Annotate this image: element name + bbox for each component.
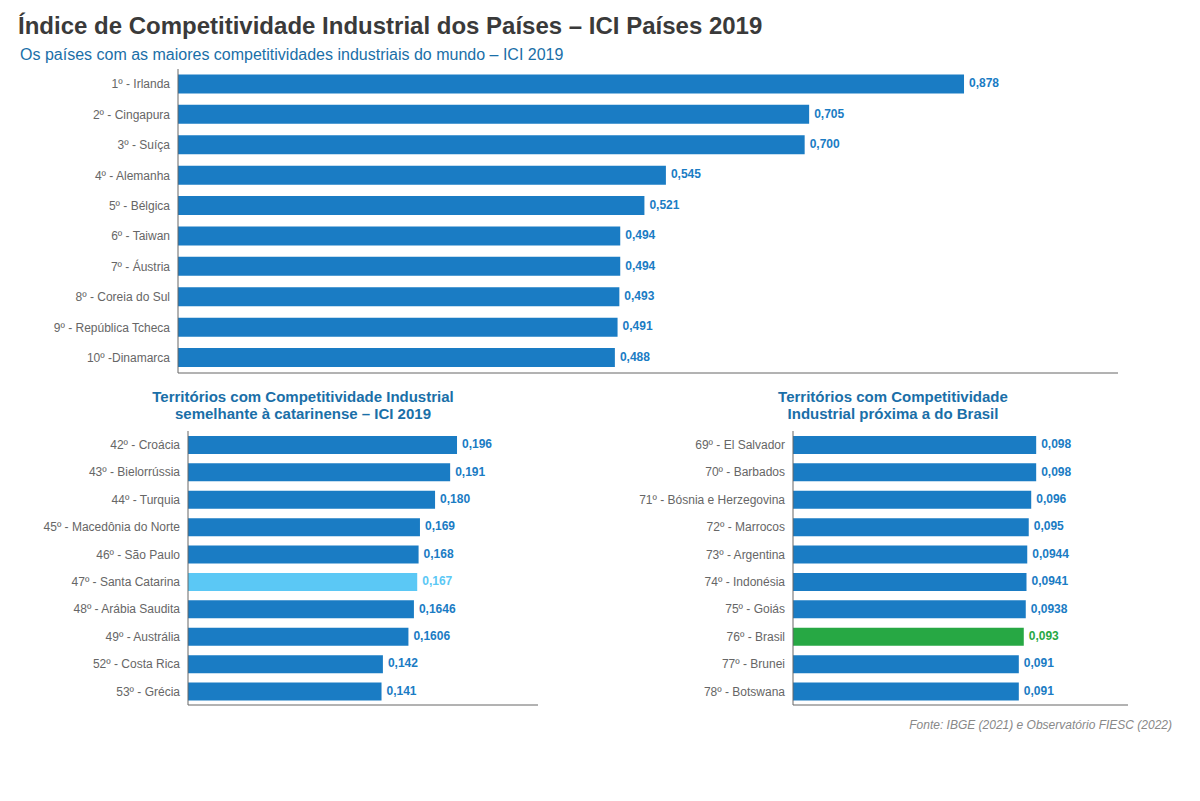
svg-text:6º - Taiwan: 6º - Taiwan — [111, 229, 170, 243]
html-text:Fonte: IBGE (2021) e Observató: Fonte: IBGE (2021) e Observatório FIESC … — [909, 718, 1172, 732]
svg-text:53º - Grécia: 53º - Grécia — [116, 685, 180, 699]
svg-text:0,488: 0,488 — [620, 350, 650, 364]
svg-text:4º - Alemanha: 4º - Alemanha — [95, 169, 170, 183]
html-text:Os países com as maiores compe: Os países com as maiores competitividade… — [20, 46, 564, 63]
svg-text:0,0938: 0,0938 — [1031, 602, 1068, 616]
svg-text:69º - El Salvador: 69º - El Salvador — [695, 438, 785, 452]
svg-text:3º - Suíça: 3º - Suíça — [118, 138, 171, 152]
svg-text:0,191: 0,191 — [455, 465, 485, 479]
svg-text:77º - Brunei: 77º - Brunei — [722, 657, 785, 671]
svg-text:8º - Coreia do Sul: 8º - Coreia do Sul — [76, 290, 170, 304]
svg-text:71º - Bósnia e Herzegovina: 71º - Bósnia e Herzegovina — [639, 493, 785, 507]
svg-text:72º - Marrocos: 72º - Marrocos — [707, 520, 785, 534]
svg-text:7º - Áustria: 7º - Áustria — [111, 259, 170, 274]
svg-text:2º - Cingapura: 2º - Cingapura — [93, 108, 170, 122]
svg-text:0,168: 0,168 — [424, 547, 454, 561]
svg-text:76º - Brasil: 76º - Brasil — [727, 630, 785, 644]
svg-text:5º - Bélgica: 5º - Bélgica — [109, 199, 170, 213]
svg-text:0,0941: 0,0941 — [1032, 574, 1069, 588]
html-text:Territórios com Competitividad: Territórios com Competitividade — [778, 388, 1008, 405]
svg-text:0,141: 0,141 — [387, 684, 417, 698]
svg-text:0,142: 0,142 — [388, 656, 418, 670]
svg-text:74º - Indonésia: 74º - Indonésia — [705, 575, 786, 589]
html-text:Industrial próxima a do Brasil: Industrial próxima a do Brasil — [787, 405, 999, 422]
svg-text:43º - Bielorrússia: 43º - Bielorrússia — [89, 465, 180, 479]
svg-text:0,700: 0,700 — [810, 137, 840, 151]
svg-text:0,196: 0,196 — [462, 437, 492, 451]
svg-text:0,0944: 0,0944 — [1032, 547, 1069, 561]
svg-text:0,878: 0,878 — [969, 76, 999, 90]
html-text:Territórios com Competitividad: Territórios com Competitividade Industri… — [152, 388, 454, 405]
svg-text:0,705: 0,705 — [814, 107, 844, 121]
svg-text:0,494: 0,494 — [625, 228, 655, 242]
svg-text:0,098: 0,098 — [1041, 437, 1071, 451]
svg-text:42º - Croácia: 42º - Croácia — [110, 438, 180, 452]
html-text:Índice de Competitividade Indu: Índice de Competitividade Industrial dos… — [18, 12, 763, 39]
svg-text:0,096: 0,096 — [1036, 492, 1066, 506]
svg-text:0,491: 0,491 — [623, 319, 653, 333]
svg-text:0,093: 0,093 — [1029, 629, 1059, 643]
svg-text:49º - Austrália: 49º - Austrália — [106, 630, 181, 644]
svg-text:0,169: 0,169 — [425, 519, 455, 533]
svg-text:0,098: 0,098 — [1041, 465, 1071, 479]
svg-text:0,1646: 0,1646 — [419, 602, 456, 616]
svg-text:45º - Macedônia do Norte: 45º - Macedônia do Norte — [44, 520, 181, 534]
svg-text:0,167: 0,167 — [422, 574, 452, 588]
svg-text:0,091: 0,091 — [1024, 656, 1054, 670]
svg-text:44º - Turquia: 44º - Turquia — [112, 493, 181, 507]
svg-text:10º -Dinamarca: 10º -Dinamarca — [87, 351, 170, 365]
svg-text:46º - São Paulo: 46º - São Paulo — [96, 548, 180, 562]
svg-text:0,521: 0,521 — [649, 198, 679, 212]
svg-text:0,091: 0,091 — [1024, 684, 1054, 698]
svg-text:0,493: 0,493 — [624, 289, 654, 303]
svg-text:0,095: 0,095 — [1034, 519, 1064, 533]
svg-text:0,494: 0,494 — [625, 259, 655, 273]
svg-text:47º - Santa Catarina: 47º - Santa Catarina — [72, 575, 181, 589]
svg-text:0,545: 0,545 — [671, 167, 701, 181]
svg-text:0,1606: 0,1606 — [413, 629, 450, 643]
html-text:semelhante à catarinense – ICI: semelhante à catarinense – ICI 2019 — [175, 405, 431, 422]
svg-text:48º - Arábia Saudita: 48º - Arábia Saudita — [74, 602, 181, 616]
svg-text:52º - Costa Rica: 52º - Costa Rica — [93, 657, 180, 671]
svg-text:70º - Barbados: 70º - Barbados — [705, 465, 785, 479]
svg-text:9º - República Tcheca: 9º - República Tcheca — [54, 321, 171, 335]
svg-text:73º - Argentina: 73º - Argentina — [706, 548, 785, 562]
svg-text:78º - Botswana: 78º - Botswana — [704, 685, 785, 699]
svg-text:0,180: 0,180 — [440, 492, 470, 506]
svg-text:1º - Irlanda: 1º - Irlanda — [112, 77, 171, 91]
svg-text:75º - Goiás: 75º - Goiás — [725, 602, 785, 616]
